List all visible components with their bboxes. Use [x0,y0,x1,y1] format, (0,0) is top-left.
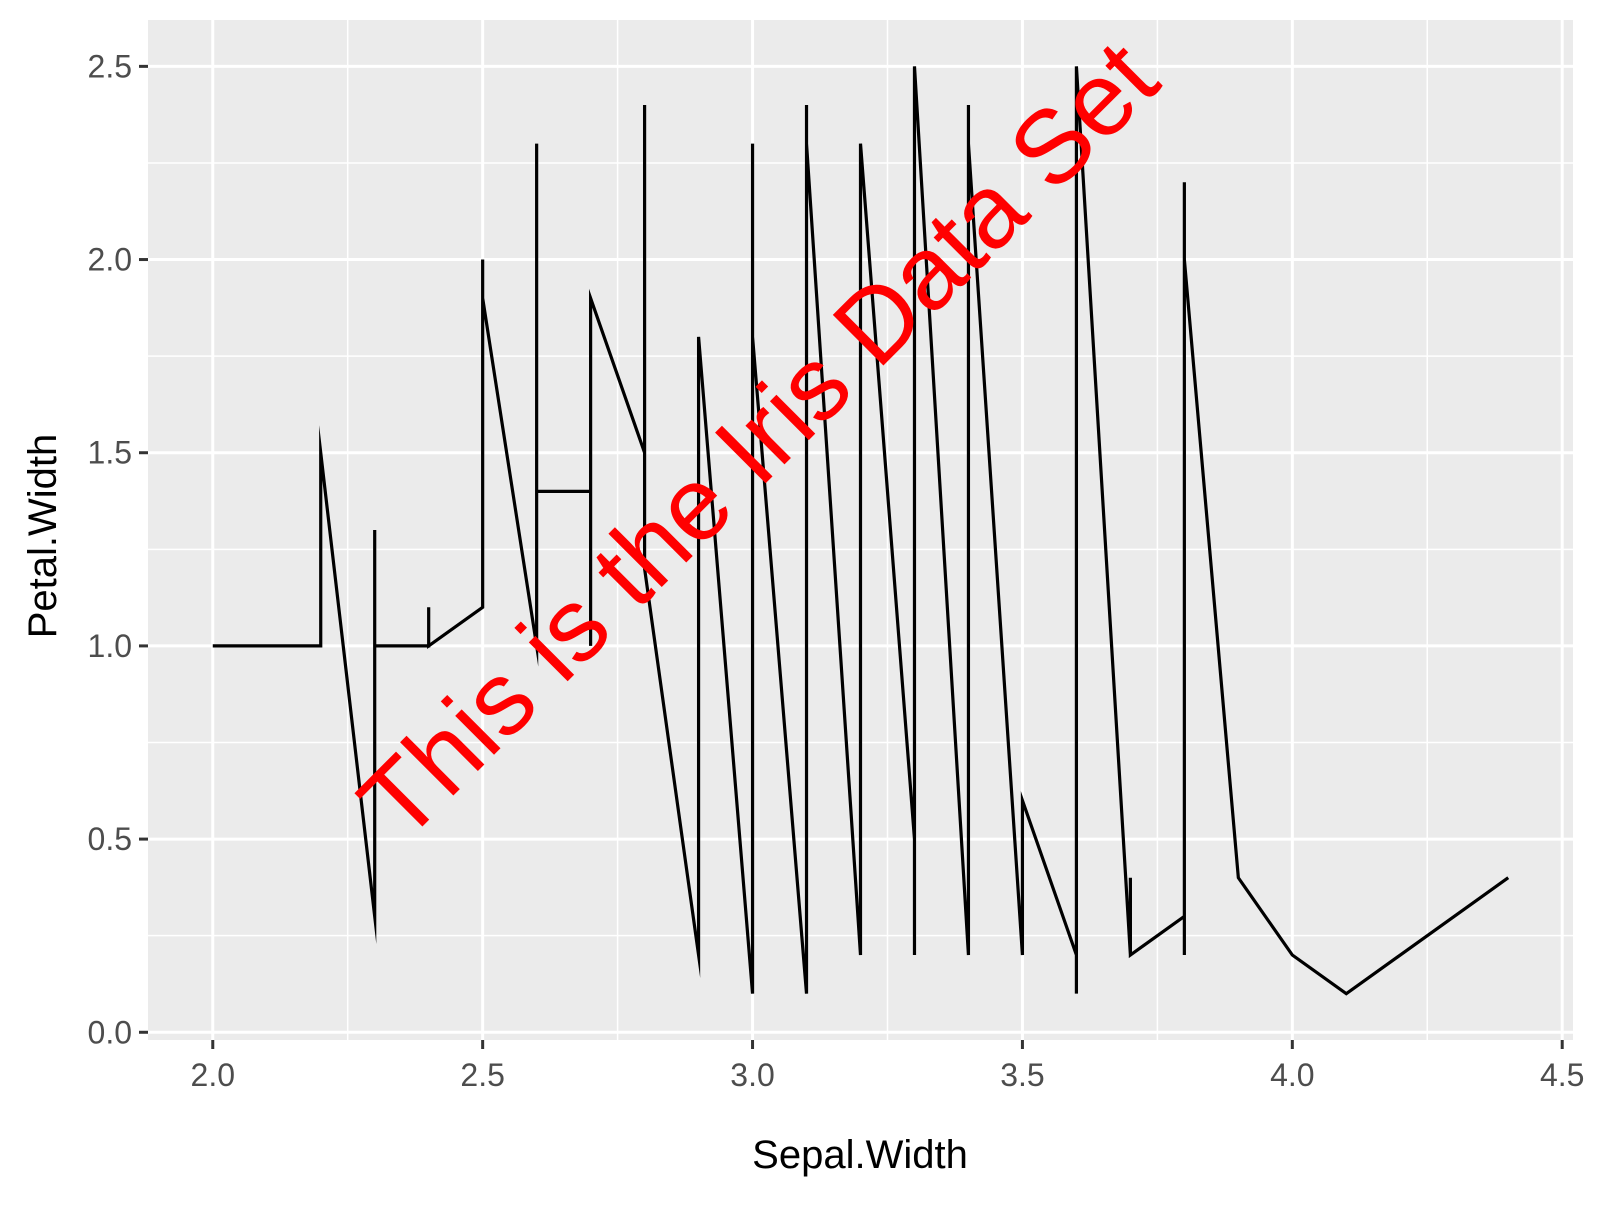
y-tick-label: 0.5 [88,821,132,857]
y-axis-title: Petal.Width [21,434,65,639]
x-tick-label: 4.0 [1270,1057,1314,1093]
x-axis-title: Sepal.Width [752,1133,968,1177]
y-tick-label: 2.5 [88,48,132,84]
y-tick-label: 0.0 [88,1014,132,1050]
x-axis-ticks: 2.0 2.5 3.0 3.5 4.0 4.5 [191,1040,1585,1093]
y-axis-ticks: 0.0 0.5 1.0 1.5 2.0 2.5 [88,48,148,1050]
y-tick-label: 2.0 [88,242,132,278]
y-tick-label: 1.5 [88,435,132,471]
y-tick-label: 1.0 [88,628,132,664]
x-tick-label: 3.0 [730,1057,774,1093]
x-tick-label: 2.5 [460,1057,504,1093]
x-tick-label: 4.5 [1540,1057,1584,1093]
x-tick-label: 3.5 [1000,1057,1044,1093]
x-tick-label: 2.0 [191,1057,235,1093]
